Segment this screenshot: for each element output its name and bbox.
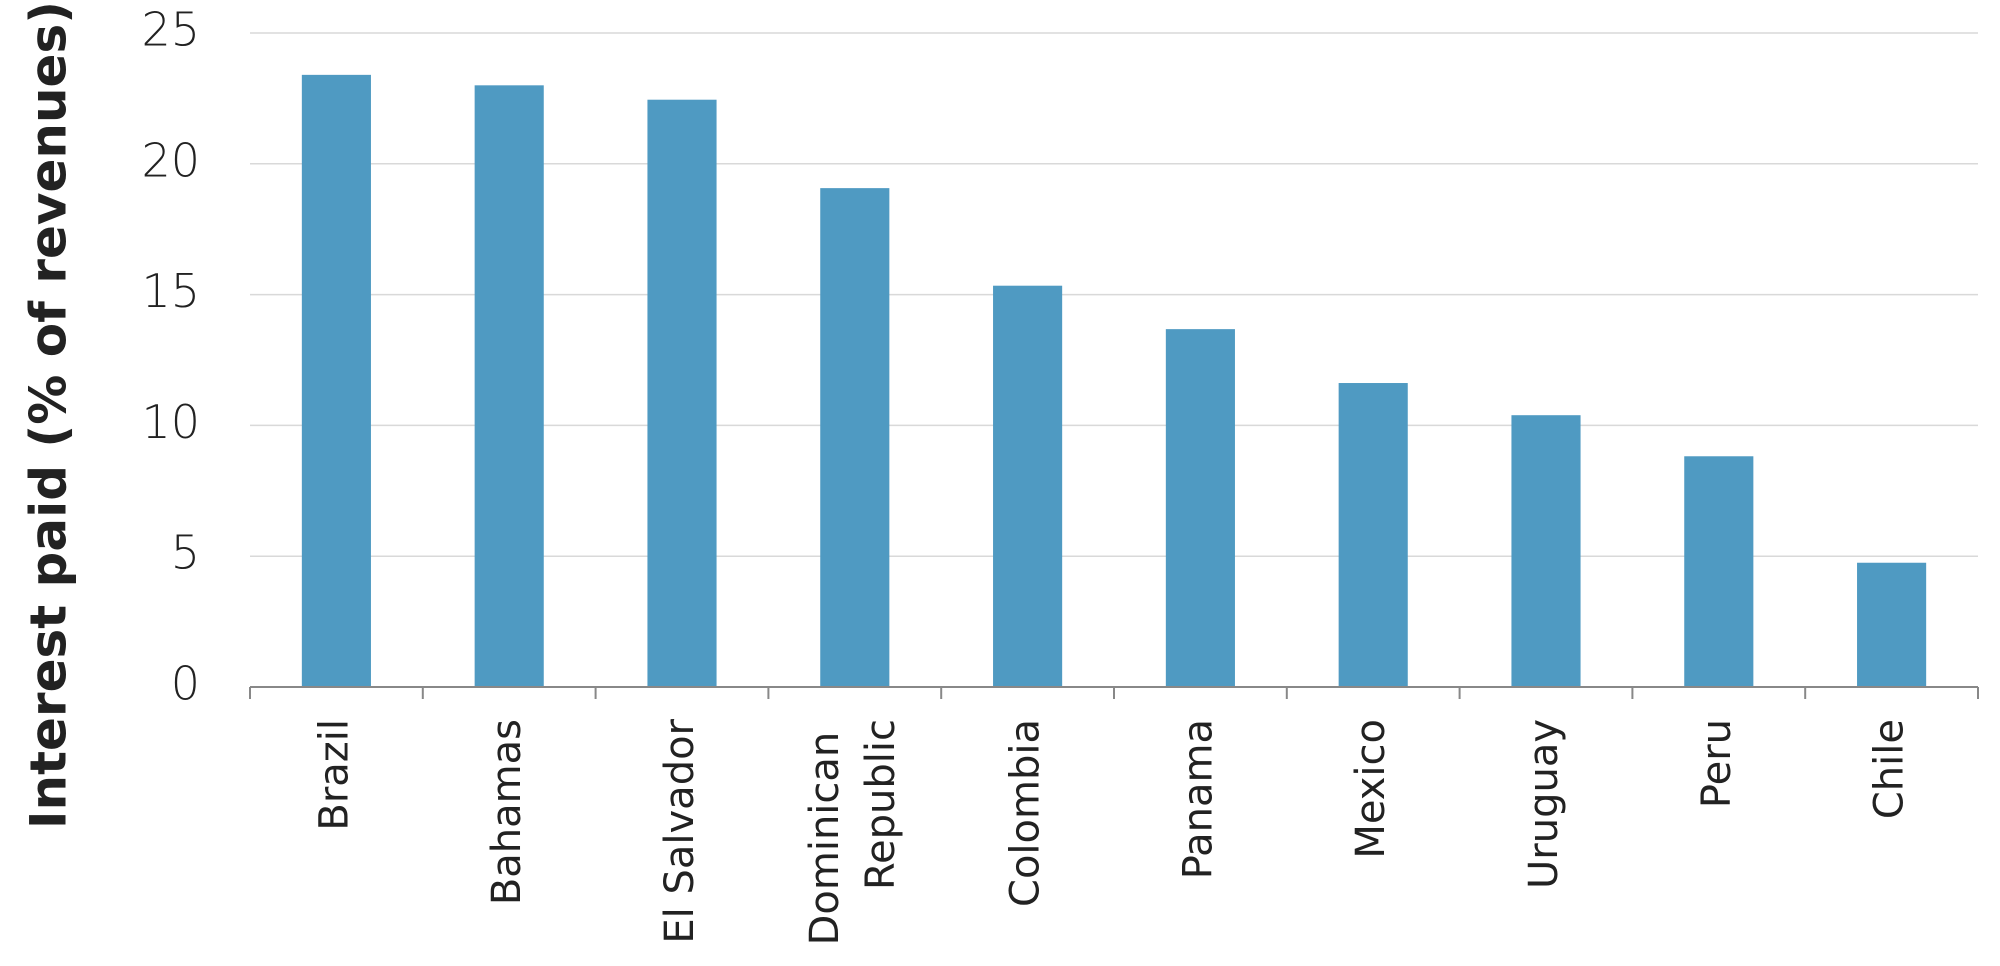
x-tick-label: Dominican Republic xyxy=(802,719,904,945)
y-tick-label: 5 xyxy=(171,526,200,580)
bar xyxy=(301,74,371,687)
bar xyxy=(820,188,890,688)
x-tick-label: Panama xyxy=(1175,719,1221,879)
bar xyxy=(993,285,1063,687)
bar xyxy=(1338,383,1408,687)
x-tick-label: Bahamas xyxy=(484,719,530,905)
x-tick-label: Chile xyxy=(1867,719,1913,819)
x-tick-label: Uruguay xyxy=(1521,719,1567,889)
y-tick-label: 0 xyxy=(171,657,200,711)
bar xyxy=(1857,562,1927,687)
y-tick-label: 20 xyxy=(141,133,200,187)
bar xyxy=(1684,456,1754,687)
x-tick-label: Mexico xyxy=(1348,719,1394,859)
y-tick-label: 25 xyxy=(141,3,200,57)
y-axis-label: Interest paid (% of revenues) xyxy=(20,1,78,829)
x-tick-label: Brazil xyxy=(311,719,357,831)
x-tick-label: Colombia xyxy=(1003,719,1049,907)
bar xyxy=(647,99,717,687)
y-tick-label: 15 xyxy=(141,264,200,318)
bar xyxy=(1511,415,1581,687)
bar xyxy=(474,85,544,687)
bar xyxy=(1165,329,1235,687)
y-tick-label: 10 xyxy=(141,395,200,449)
x-tick-label: Peru xyxy=(1694,719,1740,808)
x-tick-label: El Salvador xyxy=(657,718,703,943)
